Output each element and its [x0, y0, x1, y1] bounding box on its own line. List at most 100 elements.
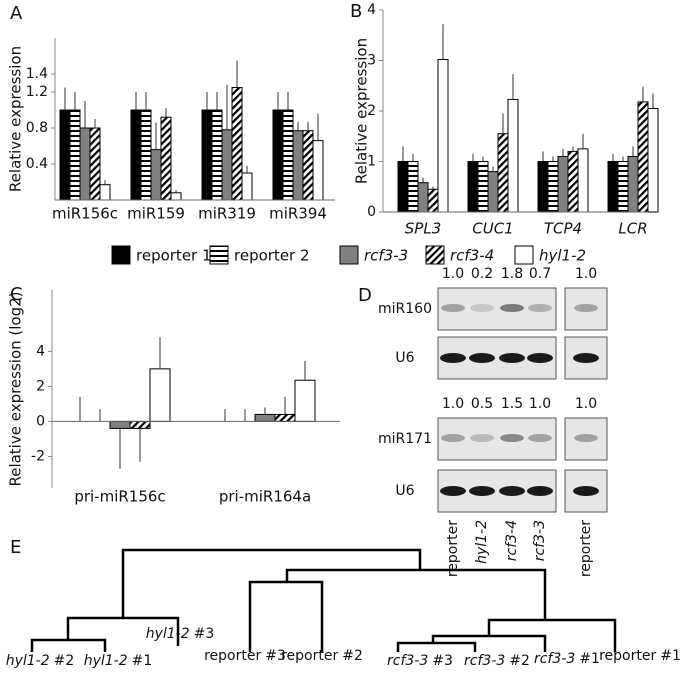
lane-label: rcf3-4	[504, 520, 520, 561]
bar	[627, 155, 639, 213]
panel-label: C	[10, 284, 23, 305]
bar	[170, 192, 182, 201]
quantification: 1.8	[501, 266, 523, 282]
bar	[607, 161, 619, 213]
bar	[487, 171, 499, 213]
leaf-name: rcf3-3	[387, 653, 428, 669]
bar	[201, 109, 213, 201]
band	[527, 353, 553, 363]
leaf-name: hyl1-2	[6, 653, 50, 669]
legend-swatch	[425, 245, 445, 265]
x-tick-label: LCR	[618, 220, 647, 238]
band	[500, 304, 524, 312]
leaf-name: hyl1-2	[146, 626, 190, 642]
panel-label: B	[350, 1, 362, 22]
leaf-name: reporter	[204, 648, 261, 664]
legend-label: rcf3-3	[364, 247, 408, 265]
quantification: 0.2	[471, 266, 493, 282]
band	[574, 304, 598, 312]
bar	[272, 109, 284, 201]
bar	[467, 161, 479, 213]
leaf-replicate: #2	[509, 653, 530, 669]
bar	[647, 107, 659, 213]
bar	[437, 58, 449, 213]
bar	[274, 413, 296, 422]
band	[500, 434, 524, 442]
legend-label: rcf3-4	[450, 247, 494, 265]
panel-label: E	[10, 537, 21, 558]
legend-swatch	[339, 245, 359, 265]
legend-label: reporter 2	[234, 247, 310, 265]
y-tick-label: 2	[367, 103, 376, 119]
y-tick-label: 2	[36, 378, 45, 394]
leaf-replicate: #3	[194, 626, 215, 642]
leaf-label: rcf3-3 #2	[464, 653, 530, 669]
blot-box	[437, 287, 557, 331]
y-tick-label: 0.8	[26, 120, 48, 136]
band	[573, 353, 599, 363]
blot-row-label: miR171	[378, 431, 432, 447]
bar	[477, 161, 489, 213]
y-tick-label: 4	[367, 2, 376, 18]
quantification: 0.5	[471, 396, 493, 412]
quantification: 1.0	[529, 396, 551, 412]
leaf-replicate: #3	[265, 648, 286, 664]
bar	[254, 413, 276, 422]
leaf-name: reporter	[599, 648, 656, 664]
y-tick-label: 1.2	[26, 84, 48, 100]
blot-row-label: U6	[395, 483, 414, 499]
bar	[231, 87, 243, 201]
quantification: 1.0	[575, 266, 597, 282]
panel-label: A	[10, 3, 23, 24]
bar	[547, 161, 559, 213]
bar	[294, 379, 316, 422]
quantification: 0.7	[529, 266, 551, 282]
band	[528, 434, 552, 442]
band	[574, 434, 598, 442]
blot-row-label: U6	[395, 350, 414, 366]
band	[527, 486, 553, 496]
bar	[507, 98, 519, 213]
bar	[537, 161, 549, 213]
bar	[59, 109, 71, 201]
legend-swatch	[209, 245, 229, 265]
band	[441, 434, 465, 442]
band	[440, 486, 466, 496]
bar	[497, 133, 509, 213]
bar	[427, 188, 439, 213]
x-tick-label: SPL3	[405, 220, 441, 238]
lane-label: reporter	[578, 520, 594, 577]
bar	[557, 155, 569, 213]
bar	[241, 172, 253, 201]
bar	[407, 161, 419, 213]
lane-label: rcf3-3	[532, 520, 548, 561]
band	[499, 486, 525, 496]
quantification: 1.5	[501, 396, 523, 412]
quantification: 1.0	[442, 396, 464, 412]
quantification: 1.0	[575, 396, 597, 412]
bar	[129, 420, 151, 429]
x-tick-label: miR319	[198, 205, 256, 223]
bar	[211, 109, 223, 201]
leaf-label: reporter #2	[281, 648, 363, 664]
leaf-replicate: #3	[432, 653, 453, 669]
y-tick-label: -2	[31, 448, 45, 464]
x-tick-label: CUC1	[472, 220, 513, 238]
blot-box	[437, 417, 557, 461]
legend-label: hyl1-2	[539, 247, 586, 265]
dendrogram-lines	[30, 548, 617, 652]
bar	[567, 150, 579, 213]
band	[469, 486, 495, 496]
band	[528, 304, 552, 312]
leaf-label: rcf3-3 #3	[387, 653, 453, 669]
bar	[79, 127, 91, 201]
band	[573, 486, 599, 496]
x-tick-label: miR159	[127, 205, 185, 223]
leaf-label: hyl1-2 #1	[84, 653, 153, 669]
leaf-name: rcf3-3	[464, 653, 505, 669]
bar	[577, 148, 589, 213]
x-tick-label: TCP4	[544, 220, 582, 238]
x-tick-label: pri-miR164a	[219, 488, 311, 506]
lane-label: reporter	[445, 520, 461, 577]
lane-label: hyl1-2	[474, 520, 490, 564]
